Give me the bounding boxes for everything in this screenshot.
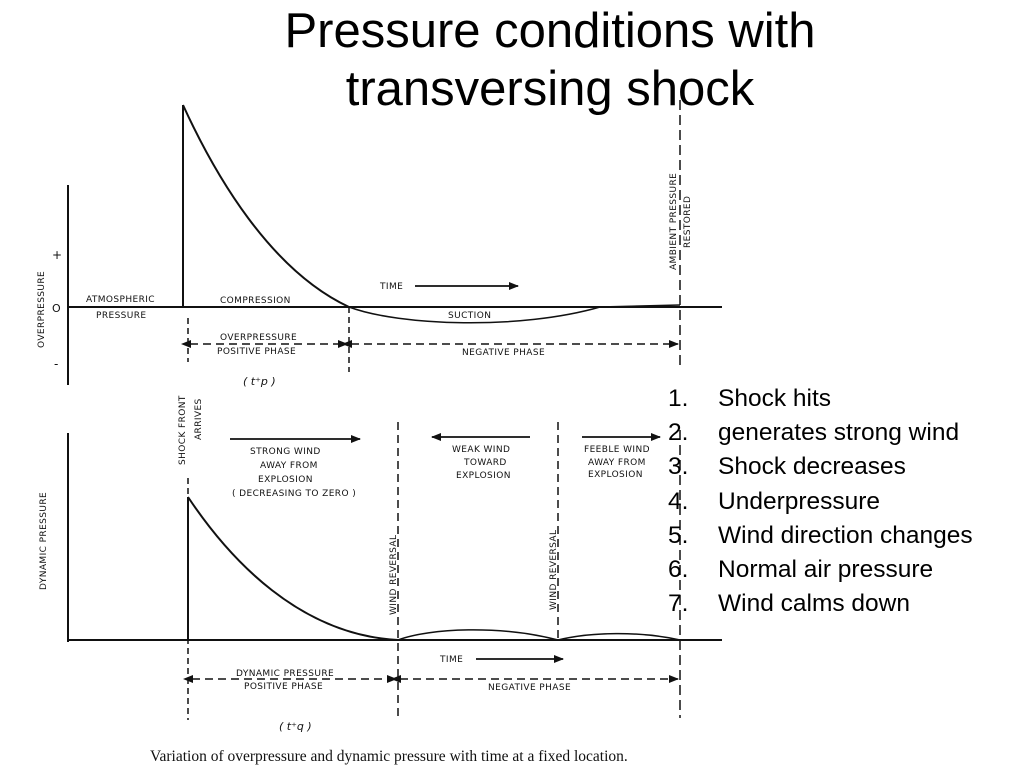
positive-phase-label-upper: POSITIVE PHASE (217, 347, 296, 357)
step-text: Shock decreases (718, 453, 906, 481)
dynamic-pressure-panel (67, 422, 722, 720)
arrives-label: ARRIVES (194, 398, 204, 440)
step-text: Wind calms down (718, 590, 910, 618)
negative-phase-label-upper: NEGATIVE PHASE (462, 348, 545, 358)
step-number: 6. (668, 556, 689, 584)
step-text: Normal air pressure (718, 556, 934, 584)
time-label-upper: TIME (379, 282, 403, 292)
dynamic-pressure-labels: DYNAMIC PRESSURE STRONG WIND AWAY FROM E… (39, 445, 650, 733)
step-text: Underpressure (718, 487, 881, 515)
step-number: 3. (668, 453, 689, 481)
weak-wind-hump (397, 629, 559, 641)
step-text: Wind direction changes (718, 521, 973, 549)
dynamic-axis-label: DYNAMIC PRESSURE (39, 492, 49, 590)
suction-curve (348, 304, 681, 324)
tick-zero: O (52, 302, 61, 315)
figure-caption: Variation of overpressure and dynamic pr… (150, 748, 628, 765)
title-line-2: transversing shock (345, 62, 755, 116)
slide-title: Pressure conditions with transversing sh… (200, 2, 900, 118)
weak-wind-line-2: TOWARD (463, 458, 507, 468)
title-line-1: Pressure conditions with (284, 4, 816, 58)
positive-phase-label-lower: POSITIVE PHASE (244, 682, 323, 692)
step-text: Shock hits (718, 385, 832, 412)
strong-wind-line-4: ( DECREASING TO ZERO ) (232, 489, 356, 499)
overpressure-decay-curve (182, 104, 350, 308)
strong-wind-line-2: AWAY FROM (260, 461, 318, 471)
weak-wind-line-3: EXPLOSION (456, 471, 511, 481)
overpressure-labels: OVERPRESSURE + O - ATMOSPHERIC PRESSURE … (37, 173, 693, 388)
step-number: 1. (668, 385, 689, 412)
steps-list: 1. Shock hits 2. generates strong wind 3. S… (668, 382, 973, 621)
suction-label: SUCTION (448, 311, 491, 321)
step-item: 1. Shock hits (668, 382, 973, 416)
step-item: 2. generates strong wind (668, 416, 973, 450)
pressure-label: PRESSURE (96, 311, 147, 321)
feeble-wind-line-1: FEEBLE WIND (584, 445, 650, 455)
feeble-wind-hump (557, 632, 681, 641)
step-number: 2. (668, 419, 689, 447)
overpressure-panel (67, 100, 722, 385)
step-number: 7. (668, 590, 689, 618)
time-label-lower: TIME (439, 655, 463, 665)
wind-reversal-label-2: WIND REVERSAL (549, 530, 559, 610)
shock-front-label: SHOCK FRONT (178, 395, 188, 465)
strong-wind-line-3: EXPLOSION (258, 475, 313, 485)
overpressure-axis-label: OVERPRESSURE (37, 271, 47, 348)
negative-phase-label-lower: NEGATIVE PHASE (488, 683, 571, 693)
strong-wind-line-1: STRONG WIND (250, 447, 321, 457)
feeble-wind-line-2: AWAY FROM (588, 458, 646, 468)
wind-reversal-label-1: WIND REVERSAL (389, 535, 399, 615)
step-item: 5. Wind direction changes (668, 519, 973, 553)
duration-symbol-upper: ( t⁺p ) (243, 375, 276, 388)
step-item: 4. Underpressure (668, 485, 973, 519)
ambient-pressure-label: AMBIENT PRESSURE (669, 173, 679, 270)
atmospheric-label: ATMOSPHERIC (86, 295, 155, 305)
duration-symbol-lower: ( t⁺q ) (279, 720, 312, 733)
shock-front-annotation: SHOCK FRONT ARRIVES (178, 395, 204, 465)
weak-wind-line-1: WEAK WIND (452, 445, 510, 455)
overpressure-phase-label: OVERPRESSURE (220, 333, 297, 343)
restored-label: RESTORED (683, 196, 693, 248)
dynamic-phase-label: DYNAMIC PRESSURE (236, 669, 334, 679)
tick-plus: + (52, 248, 62, 262)
compression-label: COMPRESSION (220, 296, 291, 306)
step-item: 3. Shock decreases (668, 450, 973, 484)
step-number: 4. (668, 487, 689, 515)
step-number: 5. (668, 521, 689, 549)
step-item: 6. Normal air pressure (668, 553, 973, 587)
step-item: 7. Wind calms down (668, 587, 973, 621)
tick-minus: - (54, 357, 58, 371)
step-text: generates strong wind (718, 419, 960, 447)
dynamic-decay-curve (187, 496, 399, 641)
feeble-wind-line-3: EXPLOSION (588, 470, 643, 480)
